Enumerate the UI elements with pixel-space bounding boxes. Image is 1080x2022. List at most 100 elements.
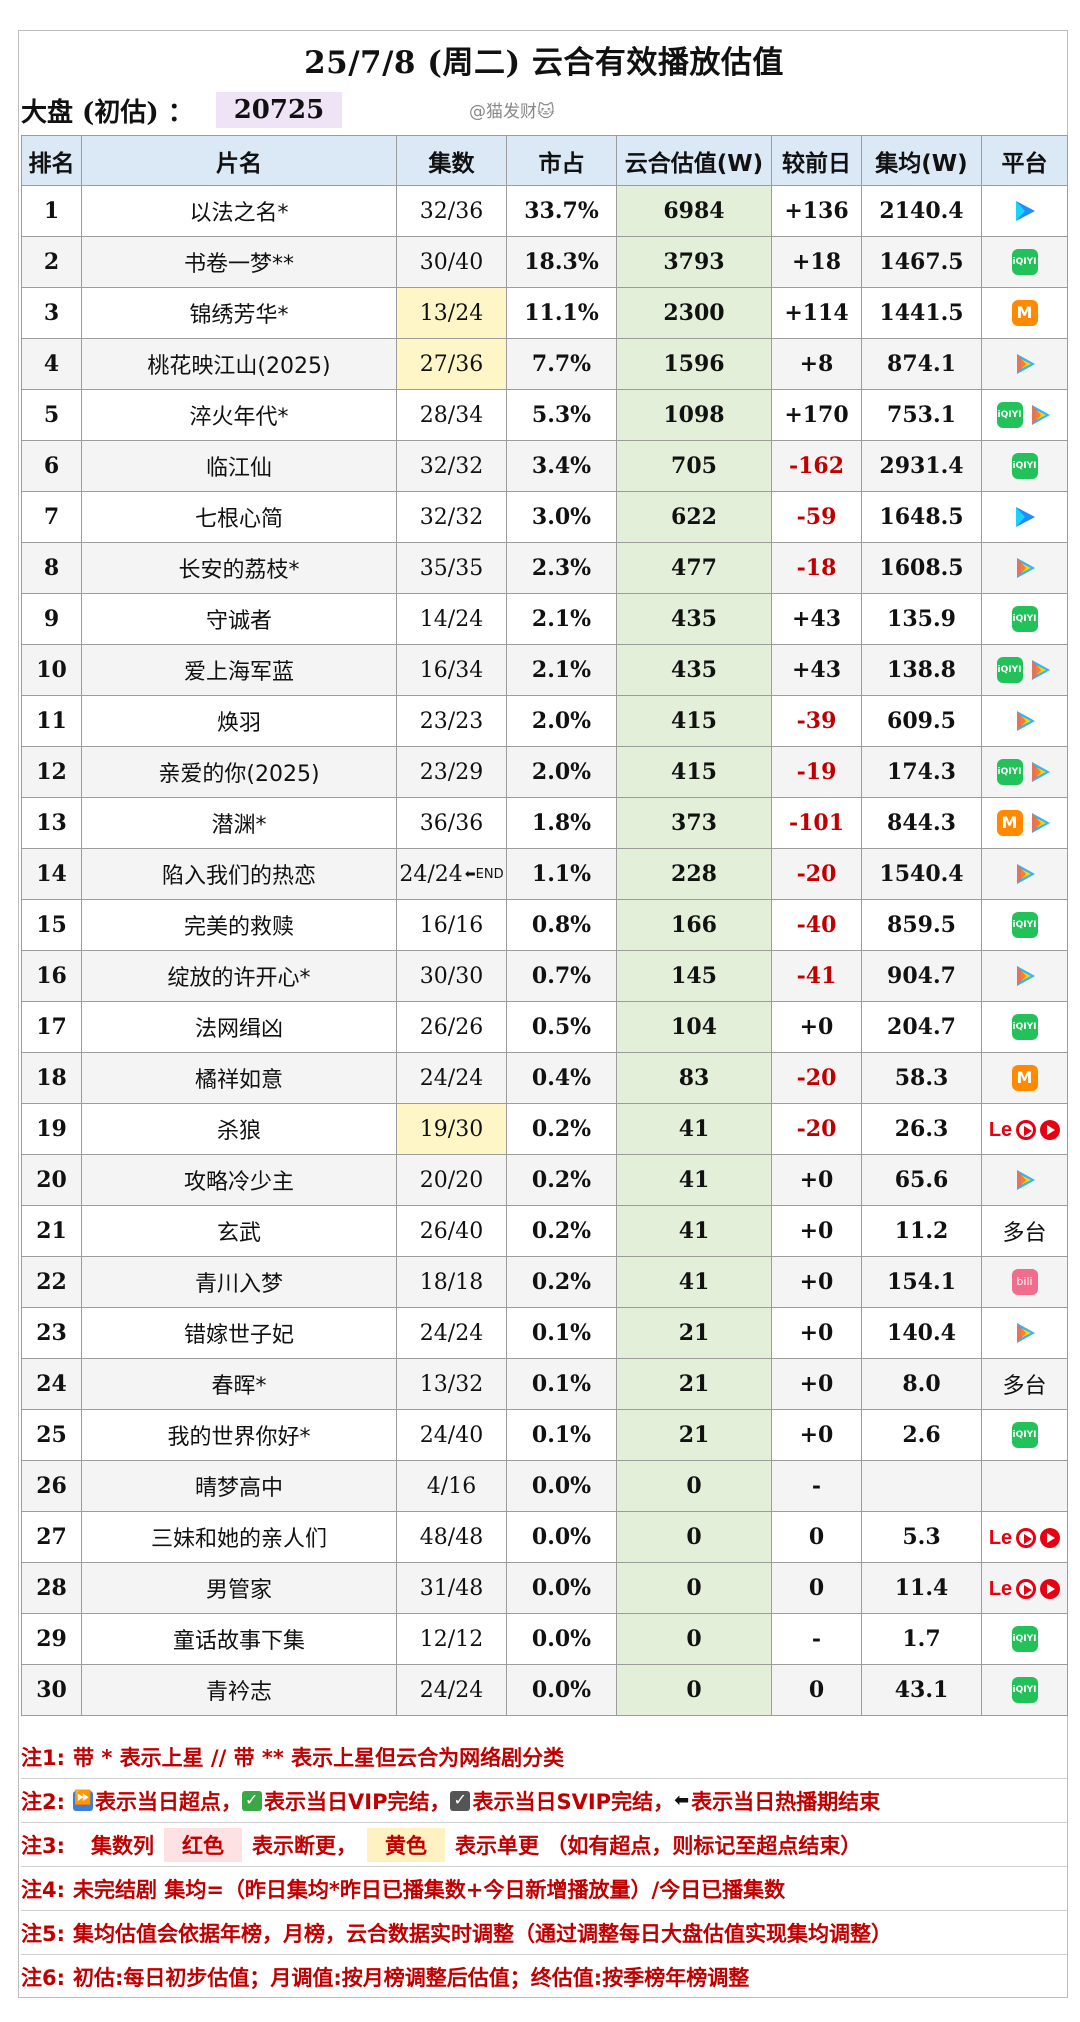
cell-average: 11.2 [861, 1205, 982, 1257]
cell-platform [981, 695, 1068, 747]
iqiyi-icon: iQIYI [1011, 912, 1038, 938]
note-3-red-swatch: 红色 [164, 1827, 243, 1862]
platform-text: 多台 [1002, 1374, 1047, 1399]
cell-estimate: 41 [616, 1205, 772, 1257]
col-header-change: 较前日 [771, 135, 862, 186]
cell-estimate: 21 [616, 1358, 772, 1410]
tencent-video-icon [1012, 1320, 1038, 1346]
red-play-outline-icon [1016, 1527, 1037, 1548]
cell-change: -20 [771, 1052, 862, 1104]
cell-platform: iQIYI [981, 746, 1068, 798]
note-3-yellow-swatch: 黄色 [367, 1827, 446, 1862]
tencent-video-icon [1027, 657, 1053, 683]
cell-title: 青衿志 [81, 1664, 397, 1716]
table-row: 27 三妹和她的亲人们 48/48 0.0% 0 0 5.3 Le [21, 1511, 1068, 1563]
cell-change: +0 [771, 1001, 862, 1053]
episodes-value: 30/30 [419, 963, 484, 989]
cell-change: -101 [771, 797, 862, 849]
note-4-text: 未完结剧 集均=（昨日集均*昨日已播集数+今日新增播放量）/今日已播集数 [73, 1877, 786, 1902]
cell-episodes: 26/26 [396, 1001, 507, 1053]
col-header-platform: 平台 [981, 135, 1068, 186]
cell-estimate: 0 [616, 1562, 772, 1614]
cell-rank: 3 [21, 287, 82, 339]
cell-title: 法网缉凶 [81, 1001, 397, 1053]
iqiyi-icon: iQIYI [1011, 606, 1038, 632]
iqiyi-icon: iQIYI [1011, 1422, 1038, 1448]
cell-platform [981, 1307, 1068, 1359]
table-row: 10 爱上海军蓝 16/34 2.1% 435 +43 138.8 iQIYI [21, 644, 1068, 696]
cell-episodes: 32/32 [396, 491, 507, 543]
red-play-filled-icon [1040, 1578, 1061, 1599]
cell-average: 11.4 [861, 1562, 982, 1614]
cell-change: -20 [771, 848, 862, 900]
cell-share: 0.2% [506, 1205, 617, 1257]
cell-platform [981, 848, 1068, 900]
cell-title: 潜渊* [81, 797, 397, 849]
cell-episodes: 24/40 [396, 1409, 507, 1461]
episodes-value: 36/36 [419, 810, 484, 836]
episodes-value: 24/40 [419, 1422, 484, 1448]
cell-title: 桃花映江山(2025) [81, 338, 397, 390]
cell-rank: 24 [21, 1358, 82, 1410]
cell-episodes: 4/16 [396, 1460, 507, 1512]
cell-platform [981, 491, 1068, 543]
cell-average: 5.3 [861, 1511, 982, 1563]
episodes-value: 32/32 [419, 453, 484, 479]
table-row: 15 完美的救赎 16/16 0.8% 166 -40 859.5 iQIYI [21, 899, 1068, 951]
cell-average: 26.3 [861, 1103, 982, 1155]
cell-title: 长安的荔枝* [81, 542, 397, 594]
tencent-video-icon [1027, 402, 1053, 428]
cell-share: 0.0% [506, 1511, 617, 1563]
note-1-prefix: 注1: [21, 1745, 66, 1770]
cell-episodes: 26/40 [396, 1205, 507, 1257]
end-arrow-icon: ⬅ [674, 1790, 690, 1811]
gray-check-icon [450, 1790, 471, 1811]
cell-share: 0.0% [506, 1664, 617, 1716]
cell-share: 0.2% [506, 1256, 617, 1308]
cell-estimate: 41 [616, 1256, 772, 1308]
cell-change: +43 [771, 644, 862, 696]
cell-platform: 多台 [981, 1358, 1068, 1410]
cell-episodes: 31/48 [396, 1562, 507, 1614]
cell-episodes: 35/35 [396, 542, 507, 594]
cell-estimate: 415 [616, 695, 772, 747]
episodes-value: 19/30 [419, 1116, 484, 1142]
note-5-text: 集均估值会依据年榜，月榜，云合数据实时调整（通过调整每日大盘估值实现集均调整） [73, 1921, 893, 1946]
letv-icon: Le [988, 1577, 1013, 1600]
table-row: 17 法网缉凶 26/26 0.5% 104 +0 204.7 iQIYI [21, 1001, 1068, 1053]
cell-rank: 17 [21, 1001, 82, 1053]
cell-episodes: 14/24 [396, 593, 507, 645]
cell-title: 春晖* [81, 1358, 397, 1410]
cell-rank: 9 [21, 593, 82, 645]
cell-title: 陷入我们的热恋 [81, 848, 397, 900]
table-row: 28 男管家 31/48 0.0% 0 0 11.4 Le [21, 1562, 1068, 1614]
cell-average: 1441.5 [861, 287, 982, 339]
cell-rank: 19 [21, 1103, 82, 1155]
cell-platform: iQIYI [981, 1664, 1068, 1716]
tencent-video-icon [1027, 759, 1053, 785]
cell-change: - [771, 1460, 862, 1512]
table-row: 7 七根心简 32/32 3.0% 622 -59 1648.5 [21, 491, 1068, 543]
episodes-value: 23/29 [419, 759, 484, 785]
cell-title: 杀狼 [81, 1103, 397, 1155]
cell-platform: iQIYI [981, 899, 1068, 951]
ranking-sheet: 25/7/8 (周二) 云合有效播放估值 大盘 (初估) ： 20725 @猫发… [18, 30, 1068, 1998]
cell-episodes: 36/36 [396, 797, 507, 849]
cell-title: 童话故事下集 [81, 1613, 397, 1665]
cell-change: +0 [771, 1205, 862, 1257]
cell-platform [981, 542, 1068, 594]
iqiyi-icon: iQIYI [1011, 1677, 1038, 1703]
note-6: 注6: 初估:每日初步估值；月调值:按月榜调整后估值；终估值:按季榜年榜调整 [21, 1955, 1067, 1999]
episodes-value: 32/36 [419, 198, 484, 224]
cell-platform [981, 338, 1068, 390]
cell-average: 609.5 [861, 695, 982, 747]
cell-title: 玄武 [81, 1205, 397, 1257]
cell-platform: 多台 [981, 1205, 1068, 1257]
note-4: 注4: 未完结剧 集均=（昨日集均*昨日已播集数+今日新增播放量）/今日已播集数 [21, 1867, 1067, 1911]
cell-estimate: 1098 [616, 389, 772, 441]
iqiyi-icon: iQIYI [1011, 1014, 1038, 1040]
end-arrow-icon: ⬅END [464, 866, 504, 882]
col-header-episodes: 集数 [396, 135, 507, 186]
cell-episodes: 16/34 [396, 644, 507, 696]
cell-average: 138.8 [861, 644, 982, 696]
